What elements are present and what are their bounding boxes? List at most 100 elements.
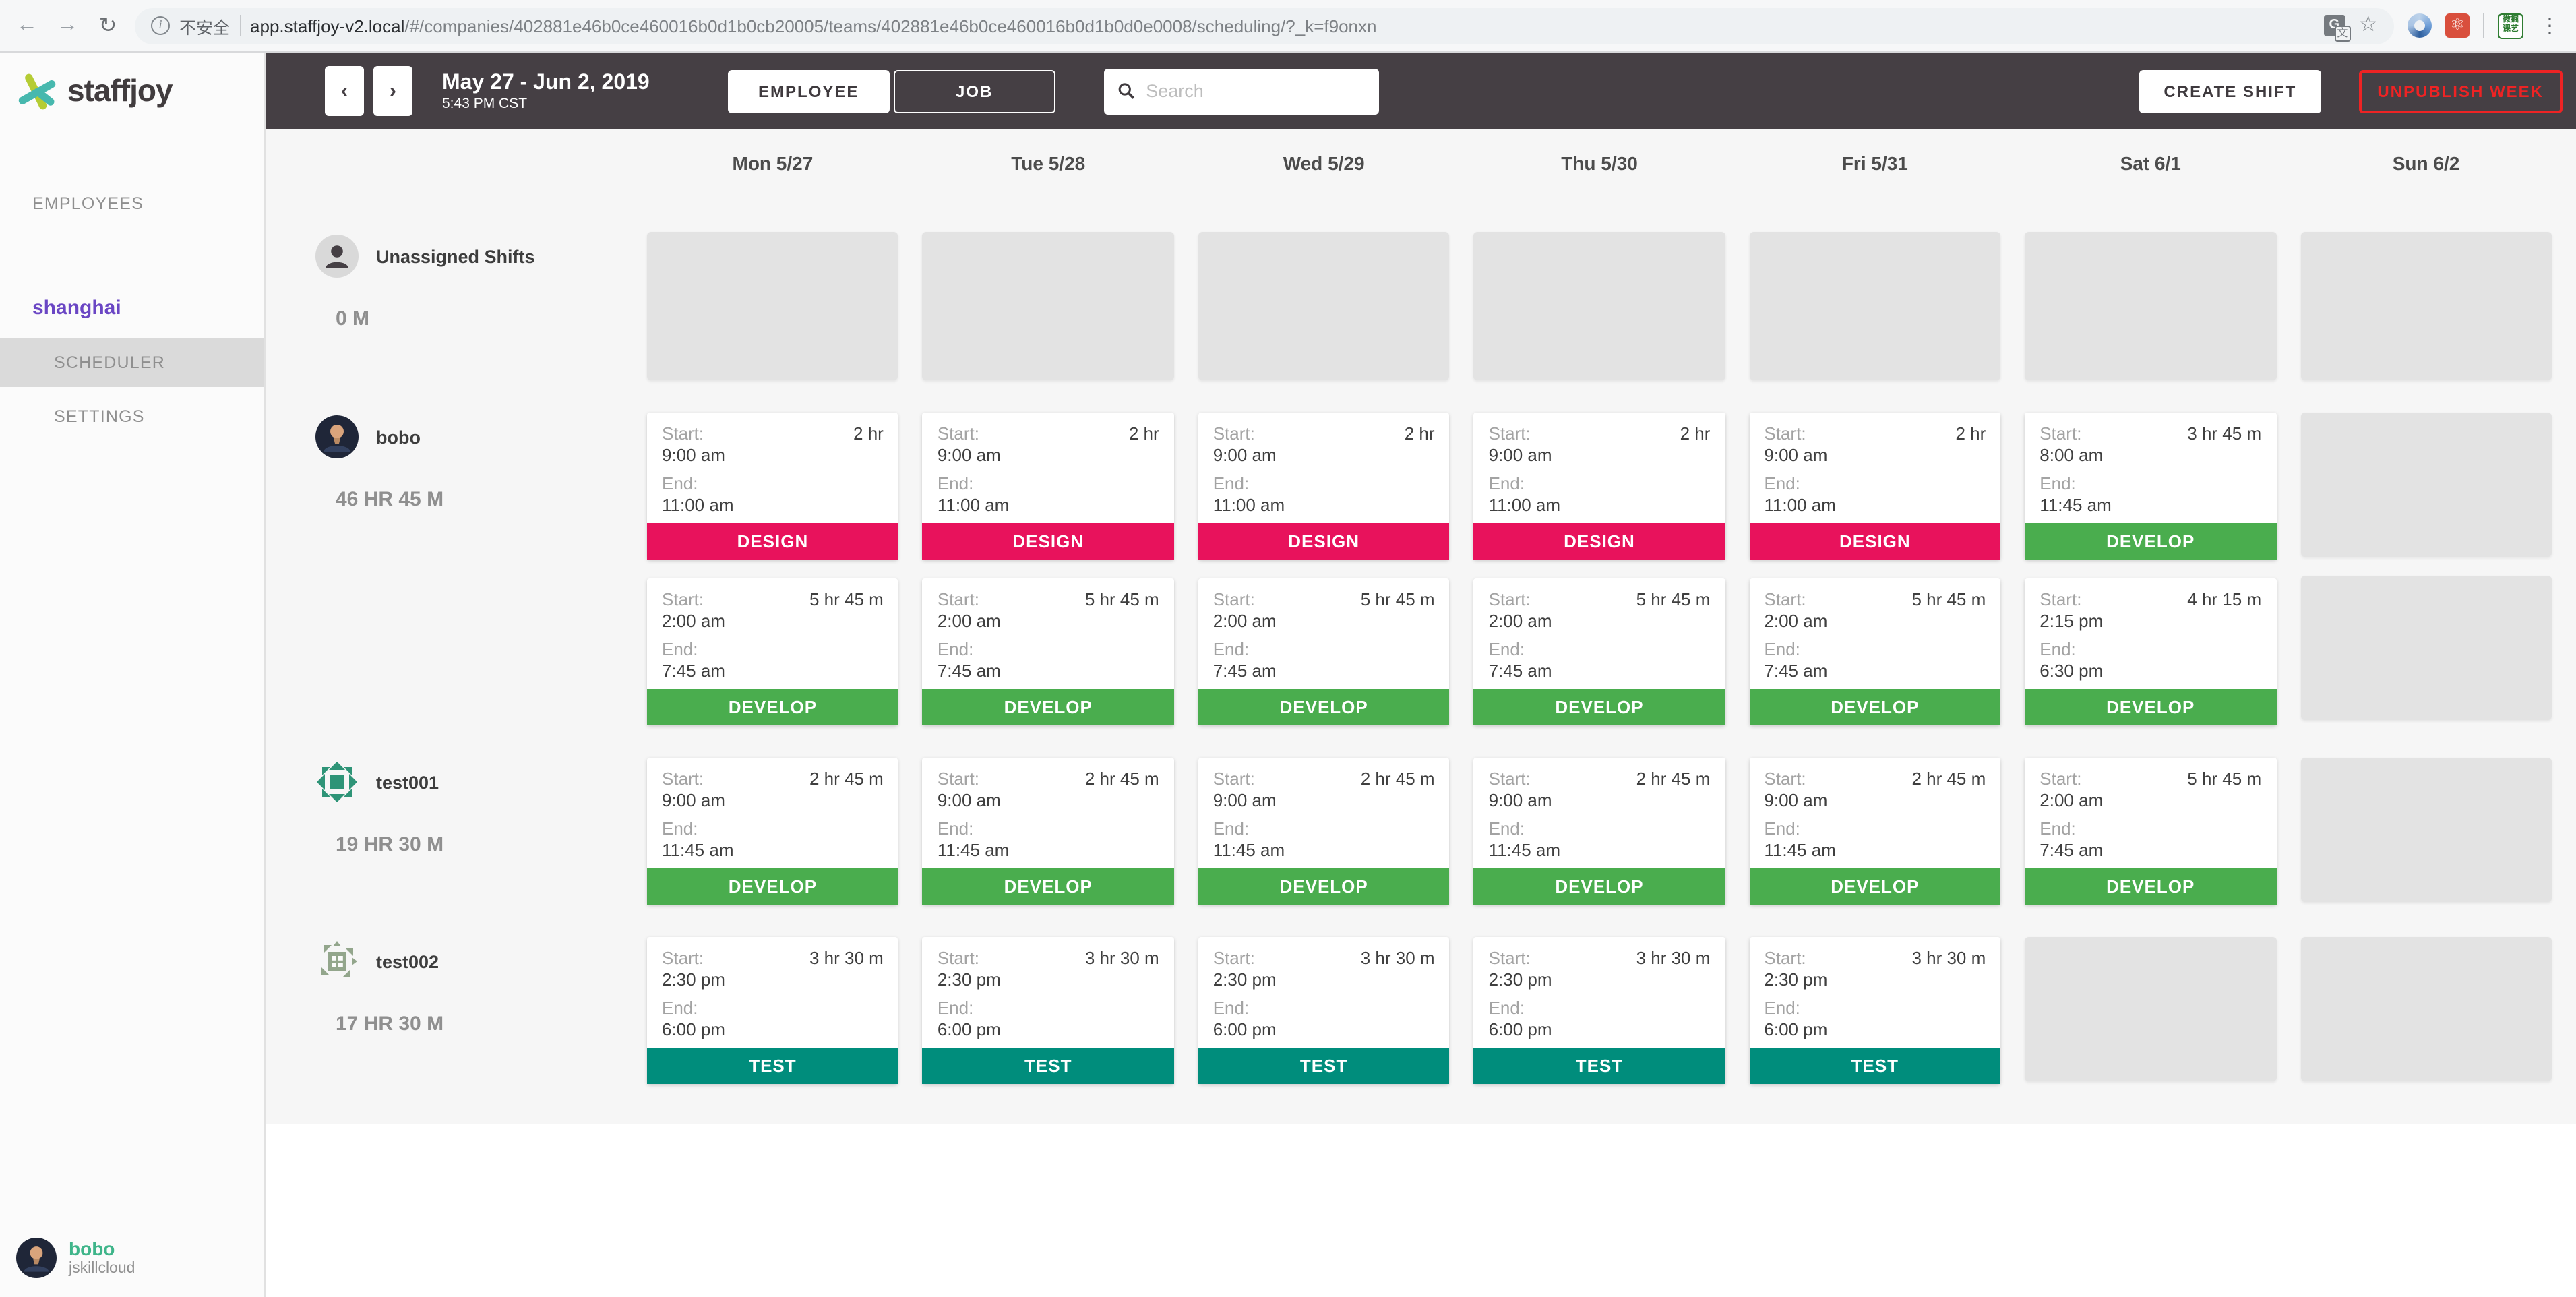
shift-card[interactable]: Start: 3 hr 30 m 2:30 pm End: 6:00 pm TEST [1473, 937, 1725, 1084]
shift-card[interactable]: Start: 2 hr 45 m 9:00 am End: 11:45 am DEVELO… [1473, 758, 1725, 905]
end-label: End: [1213, 818, 1250, 839]
shift-card[interactable]: Start: 5 hr 45 m 2:00 am End: 7:45 am DEVELOP [1749, 578, 2001, 725]
staffjoy-logo[interactable]: staffjoy [0, 53, 264, 129]
create-shift-button[interactable]: CREATE SHIFT [2139, 69, 2321, 113]
start-label: Start: [1213, 768, 1255, 789]
extension-atom-icon[interactable]: ⚛ [2445, 13, 2470, 38]
shift-job-button[interactable]: DEVELOP [1198, 868, 1450, 905]
sidebar-team-name[interactable]: shanghai [32, 297, 121, 320]
row-label: bobo 46 HR 45 M [266, 413, 623, 511]
shift-job-button[interactable]: DEVELOP [2025, 689, 2277, 725]
end-label: End: [1764, 473, 1800, 493]
shift-job-button[interactable]: DESIGN [922, 523, 1174, 560]
shift-job-button[interactable]: TEST [647, 1048, 898, 1084]
shift-job-button[interactable]: DESIGN [1749, 523, 2001, 560]
sidebar-item-employees[interactable]: EMPLOYEES [32, 194, 144, 213]
shift-job-button[interactable]: DEVELOP [1749, 689, 2001, 725]
shift-card[interactable]: Start: 5 hr 45 m 2:00 am End: 7:45 am DEVELOP [922, 578, 1174, 725]
end-label: End: [1213, 473, 1250, 493]
shift-job-button[interactable]: DEVELOP [2025, 523, 2277, 560]
shift-card[interactable]: Start: 5 hr 45 m 2:00 am End: 7:45 am DEVELOP [1198, 578, 1450, 725]
day-cell [2025, 232, 2277, 380]
shift-job-button[interactable]: TEST [922, 1048, 1174, 1084]
shift-job-button[interactable]: TEST [1749, 1048, 2001, 1084]
shift-job-button[interactable]: DEVELOP [1198, 689, 1450, 725]
shift-job-button[interactable]: DEVELOP [1473, 689, 1725, 725]
shift-end-time: 7:45 am [662, 661, 725, 681]
shift-duration: 2 hr [853, 423, 884, 444]
reload-icon[interactable]: ↻ [98, 15, 117, 38]
translate-icon[interactable]: G [2323, 15, 2351, 42]
row-hours-total: 19 HR 30 M [336, 833, 444, 856]
shift-job-button[interactable]: DESIGN [1473, 523, 1725, 560]
browser-menu-icon[interactable]: ⋮ [2540, 14, 2560, 37]
bookmark-star-icon[interactable]: ☆ [2358, 13, 2378, 36]
shift-job-button[interactable]: DEVELOP [922, 689, 1174, 725]
address-bar[interactable]: i 不安全 app.staffjoy-v2.local/#/companies/… [135, 7, 2394, 44]
next-week-button[interactable]: › [373, 66, 412, 116]
shift-card[interactable]: Start: 2 hr 45 m 9:00 am End: 11:45 am DEVELO… [922, 758, 1174, 905]
search-input[interactable] [1146, 81, 1366, 101]
unpublish-week-button[interactable]: UNPUBLISH WEEK [2358, 69, 2563, 113]
shift-card[interactable]: Start: 2 hr 9:00 am End: 11:00 am DESIGN [1198, 413, 1450, 560]
shift-card[interactable]: Start: 4 hr 15 m 2:15 pm End: 6:30 pm DEVELOP [2025, 578, 2277, 725]
day-cell [647, 232, 898, 380]
shift-job-button[interactable]: DEVELOP [647, 689, 898, 725]
shift-job-button[interactable]: TEST [1198, 1048, 1450, 1084]
shift-job-button[interactable]: DEVELOP [2025, 868, 2277, 905]
shift-card[interactable]: Start: 5 hr 45 m 2:00 am End: 7:45 am DEVELOP [647, 578, 898, 725]
day-cell: Start: 2 hr 45 m 9:00 am End: 11:45 am DEVELO… [1198, 758, 1450, 905]
row-name: test002 [376, 951, 439, 971]
shift-card[interactable]: Start: 3 hr 45 m 8:00 am End: 11:45 am DEVELO… [2025, 413, 2277, 560]
shift-job-button[interactable]: DESIGN [1198, 523, 1450, 560]
sidebar-user[interactable]: bobo jskillcloud [16, 1238, 135, 1278]
employee-view-button[interactable]: EMPLOYEE [727, 69, 890, 113]
day-cell: Start: 2 hr 45 m 9:00 am End: 11:45 am DEVELO… [922, 758, 1174, 905]
back-icon[interactable]: ← [16, 13, 38, 36]
job-view-button[interactable]: JOB [893, 69, 1055, 113]
prev-week-button[interactable]: ‹ [325, 66, 364, 116]
content: ‹ › May 27 - Jun 2, 2019 5:43 PM CST EMP… [266, 53, 2576, 1297]
extension-seal-icon[interactable]: 微掘 课艺 [2498, 13, 2523, 38]
shift-start-time: 2:30 pm [1488, 969, 1552, 990]
shift-job-button[interactable]: DEVELOP [1749, 868, 2001, 905]
shift-card[interactable]: Start: 5 hr 45 m 2:00 am End: 7:45 am DEVELOP [2025, 758, 2277, 905]
shift-card[interactable]: Start: 2 hr 9:00 am End: 11:00 am DESIGN [922, 413, 1174, 560]
shift-card[interactable]: Start: 2 hr 9:00 am End: 11:00 am DESIGN [647, 413, 898, 560]
end-label: End: [937, 473, 974, 493]
shift-card[interactable]: Start: 2 hr 45 m 9:00 am End: 11:45 am DEVELO… [647, 758, 898, 905]
url-text[interactable]: app.staffjoy-v2.local/#/companies/402881… [250, 16, 1376, 36]
empty-shift-placeholder [2300, 937, 2552, 1081]
sidebar-item-settings[interactable]: SETTINGS [54, 407, 145, 426]
shift-end-time: 11:45 am [1764, 840, 1836, 860]
shift-duration: 5 hr 45 m [1084, 589, 1159, 609]
shift-card[interactable]: Start: 3 hr 30 m 2:30 pm End: 6:00 pm TEST [647, 937, 898, 1084]
day-cell: Start: 3 hr 45 m 8:00 am End: 11:45 am DEVELO… [2025, 413, 2277, 725]
search-box[interactable] [1103, 68, 1379, 114]
extension-swirl-icon[interactable] [2408, 13, 2432, 38]
shift-card[interactable]: Start: 3 hr 30 m 2:30 pm End: 6:00 pm TEST [1749, 937, 2001, 1084]
user-avatar [16, 1238, 57, 1278]
site-info-icon[interactable]: i [151, 16, 170, 35]
shift-start-time: 2:00 am [1213, 611, 1277, 631]
shift-job-button[interactable]: DEVELOP [647, 868, 898, 905]
day-cell: Start: 3 hr 30 m 2:30 pm End: 6:00 pm TEST [1198, 937, 1450, 1084]
shift-job-button[interactable]: DEVELOP [922, 868, 1174, 905]
shift-card[interactable]: Start: 2 hr 45 m 9:00 am End: 11:45 am DEVELO… [1749, 758, 2001, 905]
shift-card[interactable]: Start: 5 hr 45 m 2:00 am End: 7:45 am DEVELOP [1473, 578, 1725, 725]
shift-end-time: 7:45 am [2040, 840, 2104, 860]
shift-card[interactable]: Start: 2 hr 9:00 am End: 11:00 am DESIGN [1473, 413, 1725, 560]
shift-start-time: 9:00 am [1764, 790, 1828, 810]
shift-card[interactable]: Start: 3 hr 30 m 2:30 pm End: 6:00 pm TEST [922, 937, 1174, 1084]
shift-job-button[interactable]: DEVELOP [1473, 868, 1725, 905]
shift-job-button[interactable]: DESIGN [647, 523, 898, 560]
shift-card[interactable]: Start: 2 hr 45 m 9:00 am End: 11:45 am DEVELO… [1198, 758, 1450, 905]
url-host: app.staffjoy-v2.local [250, 16, 405, 36]
shift-card[interactable]: Start: 2 hr 9:00 am End: 11:00 am DESIGN [1749, 413, 2001, 560]
sidebar-item-scheduler[interactable]: SCHEDULER [0, 338, 264, 387]
forward-icon[interactable]: → [57, 13, 78, 36]
shift-card[interactable]: Start: 3 hr 30 m 2:30 pm End: 6:00 pm TEST [1198, 937, 1450, 1084]
shift-job-button[interactable]: TEST [1473, 1048, 1725, 1084]
start-label: Start: [662, 948, 704, 968]
browser-toolbar: ← → ↻ i 不安全 app.staffjoy-v2.local/#/comp… [0, 0, 2576, 53]
